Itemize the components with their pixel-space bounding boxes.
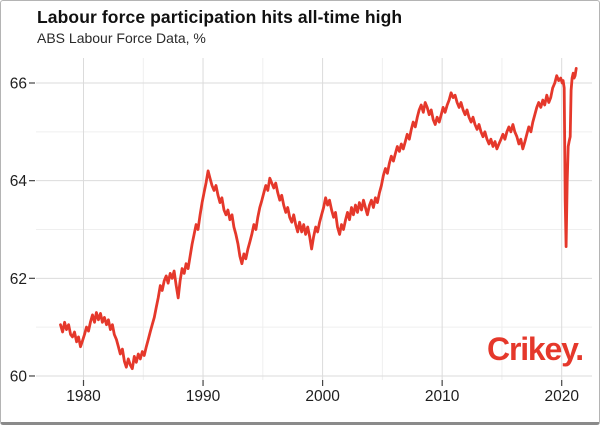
x-axis-label: 2010 — [425, 388, 460, 405]
participation-rate-series-line — [59, 67, 578, 371]
y-axis-label: 64 — [10, 173, 28, 190]
x-axis-label: 2020 — [544, 388, 579, 405]
chart-subtitle: ABS Labour Force Data, % — [37, 30, 206, 46]
x-axis-label: 1980 — [66, 388, 101, 405]
x-axis-label: 2000 — [305, 388, 340, 405]
y-axis-label: 62 — [10, 271, 27, 288]
y-axis-label: 60 — [10, 368, 28, 385]
y-axis-label: 66 — [10, 76, 27, 93]
chart-title: Labour force participation hits all-time… — [37, 7, 403, 27]
x-axis-label: 1990 — [186, 388, 221, 405]
crikey-logo: Crikey. — [487, 331, 584, 367]
